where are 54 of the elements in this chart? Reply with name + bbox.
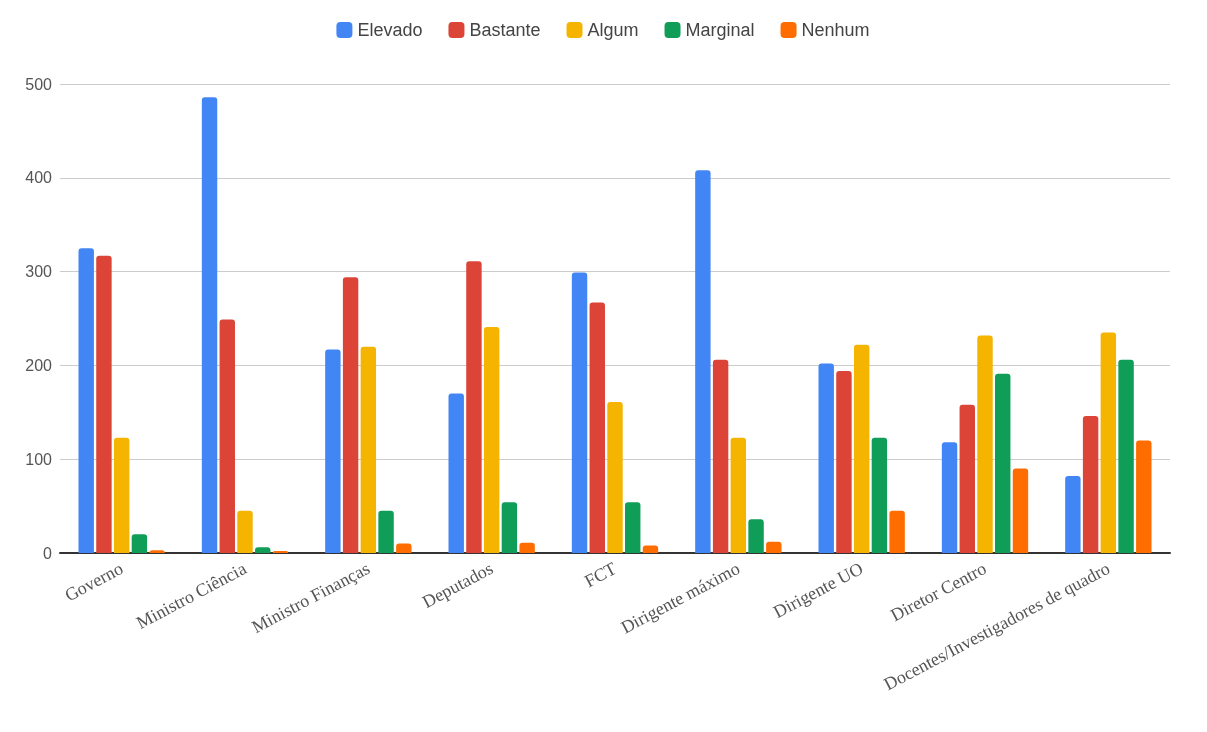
bar bbox=[360, 346, 377, 553]
bar bbox=[766, 541, 782, 553]
y-tick-label: 300 bbox=[25, 263, 53, 281]
bar bbox=[642, 545, 659, 553]
bar bbox=[571, 272, 588, 553]
bar bbox=[889, 510, 905, 553]
y-tick-label: 400 bbox=[25, 169, 53, 187]
bar bbox=[325, 349, 341, 553]
bar bbox=[712, 359, 729, 553]
y-tick-label: 0 bbox=[43, 544, 53, 562]
bar bbox=[995, 373, 1011, 553]
bar bbox=[78, 248, 94, 553]
bar bbox=[1012, 468, 1029, 553]
bar bbox=[201, 97, 218, 553]
bar bbox=[96, 255, 112, 553]
bar bbox=[695, 170, 711, 553]
bar bbox=[853, 344, 870, 553]
bar bbox=[466, 261, 482, 553]
bar bbox=[501, 502, 518, 553]
bar bbox=[342, 277, 359, 553]
legend-label: Marginal bbox=[685, 20, 755, 40]
bar bbox=[1065, 476, 1081, 553]
bar bbox=[1136, 440, 1152, 553]
bar bbox=[1118, 359, 1134, 553]
bar bbox=[959, 404, 975, 553]
bar bbox=[836, 371, 852, 553]
bar bbox=[113, 437, 130, 553]
x-tick-label: FCT bbox=[581, 558, 620, 592]
legend-label: Bastante bbox=[469, 20, 541, 40]
bar bbox=[748, 519, 764, 553]
bar bbox=[378, 510, 394, 553]
y-tick-label: 100 bbox=[25, 450, 53, 468]
bar bbox=[818, 363, 834, 553]
bar bbox=[219, 319, 235, 553]
bar bbox=[730, 437, 747, 553]
legend-label: Elevado bbox=[357, 20, 423, 40]
bar bbox=[483, 326, 500, 553]
legend-label: Algum bbox=[587, 20, 639, 40]
bar bbox=[237, 510, 253, 553]
bar bbox=[625, 502, 641, 553]
bar bbox=[1082, 416, 1099, 553]
bar bbox=[448, 393, 464, 553]
y-tick-label: 200 bbox=[25, 356, 53, 374]
legend-label: Nenhum bbox=[801, 20, 870, 40]
bar bbox=[131, 534, 148, 553]
bar bbox=[871, 437, 888, 553]
bar bbox=[396, 543, 412, 553]
bar bbox=[589, 302, 605, 553]
y-tick-label: 500 bbox=[25, 75, 53, 93]
bar bbox=[519, 542, 535, 553]
bar bbox=[1100, 332, 1117, 553]
bar bbox=[977, 335, 993, 553]
bar bbox=[941, 442, 958, 553]
bar bbox=[607, 401, 623, 553]
